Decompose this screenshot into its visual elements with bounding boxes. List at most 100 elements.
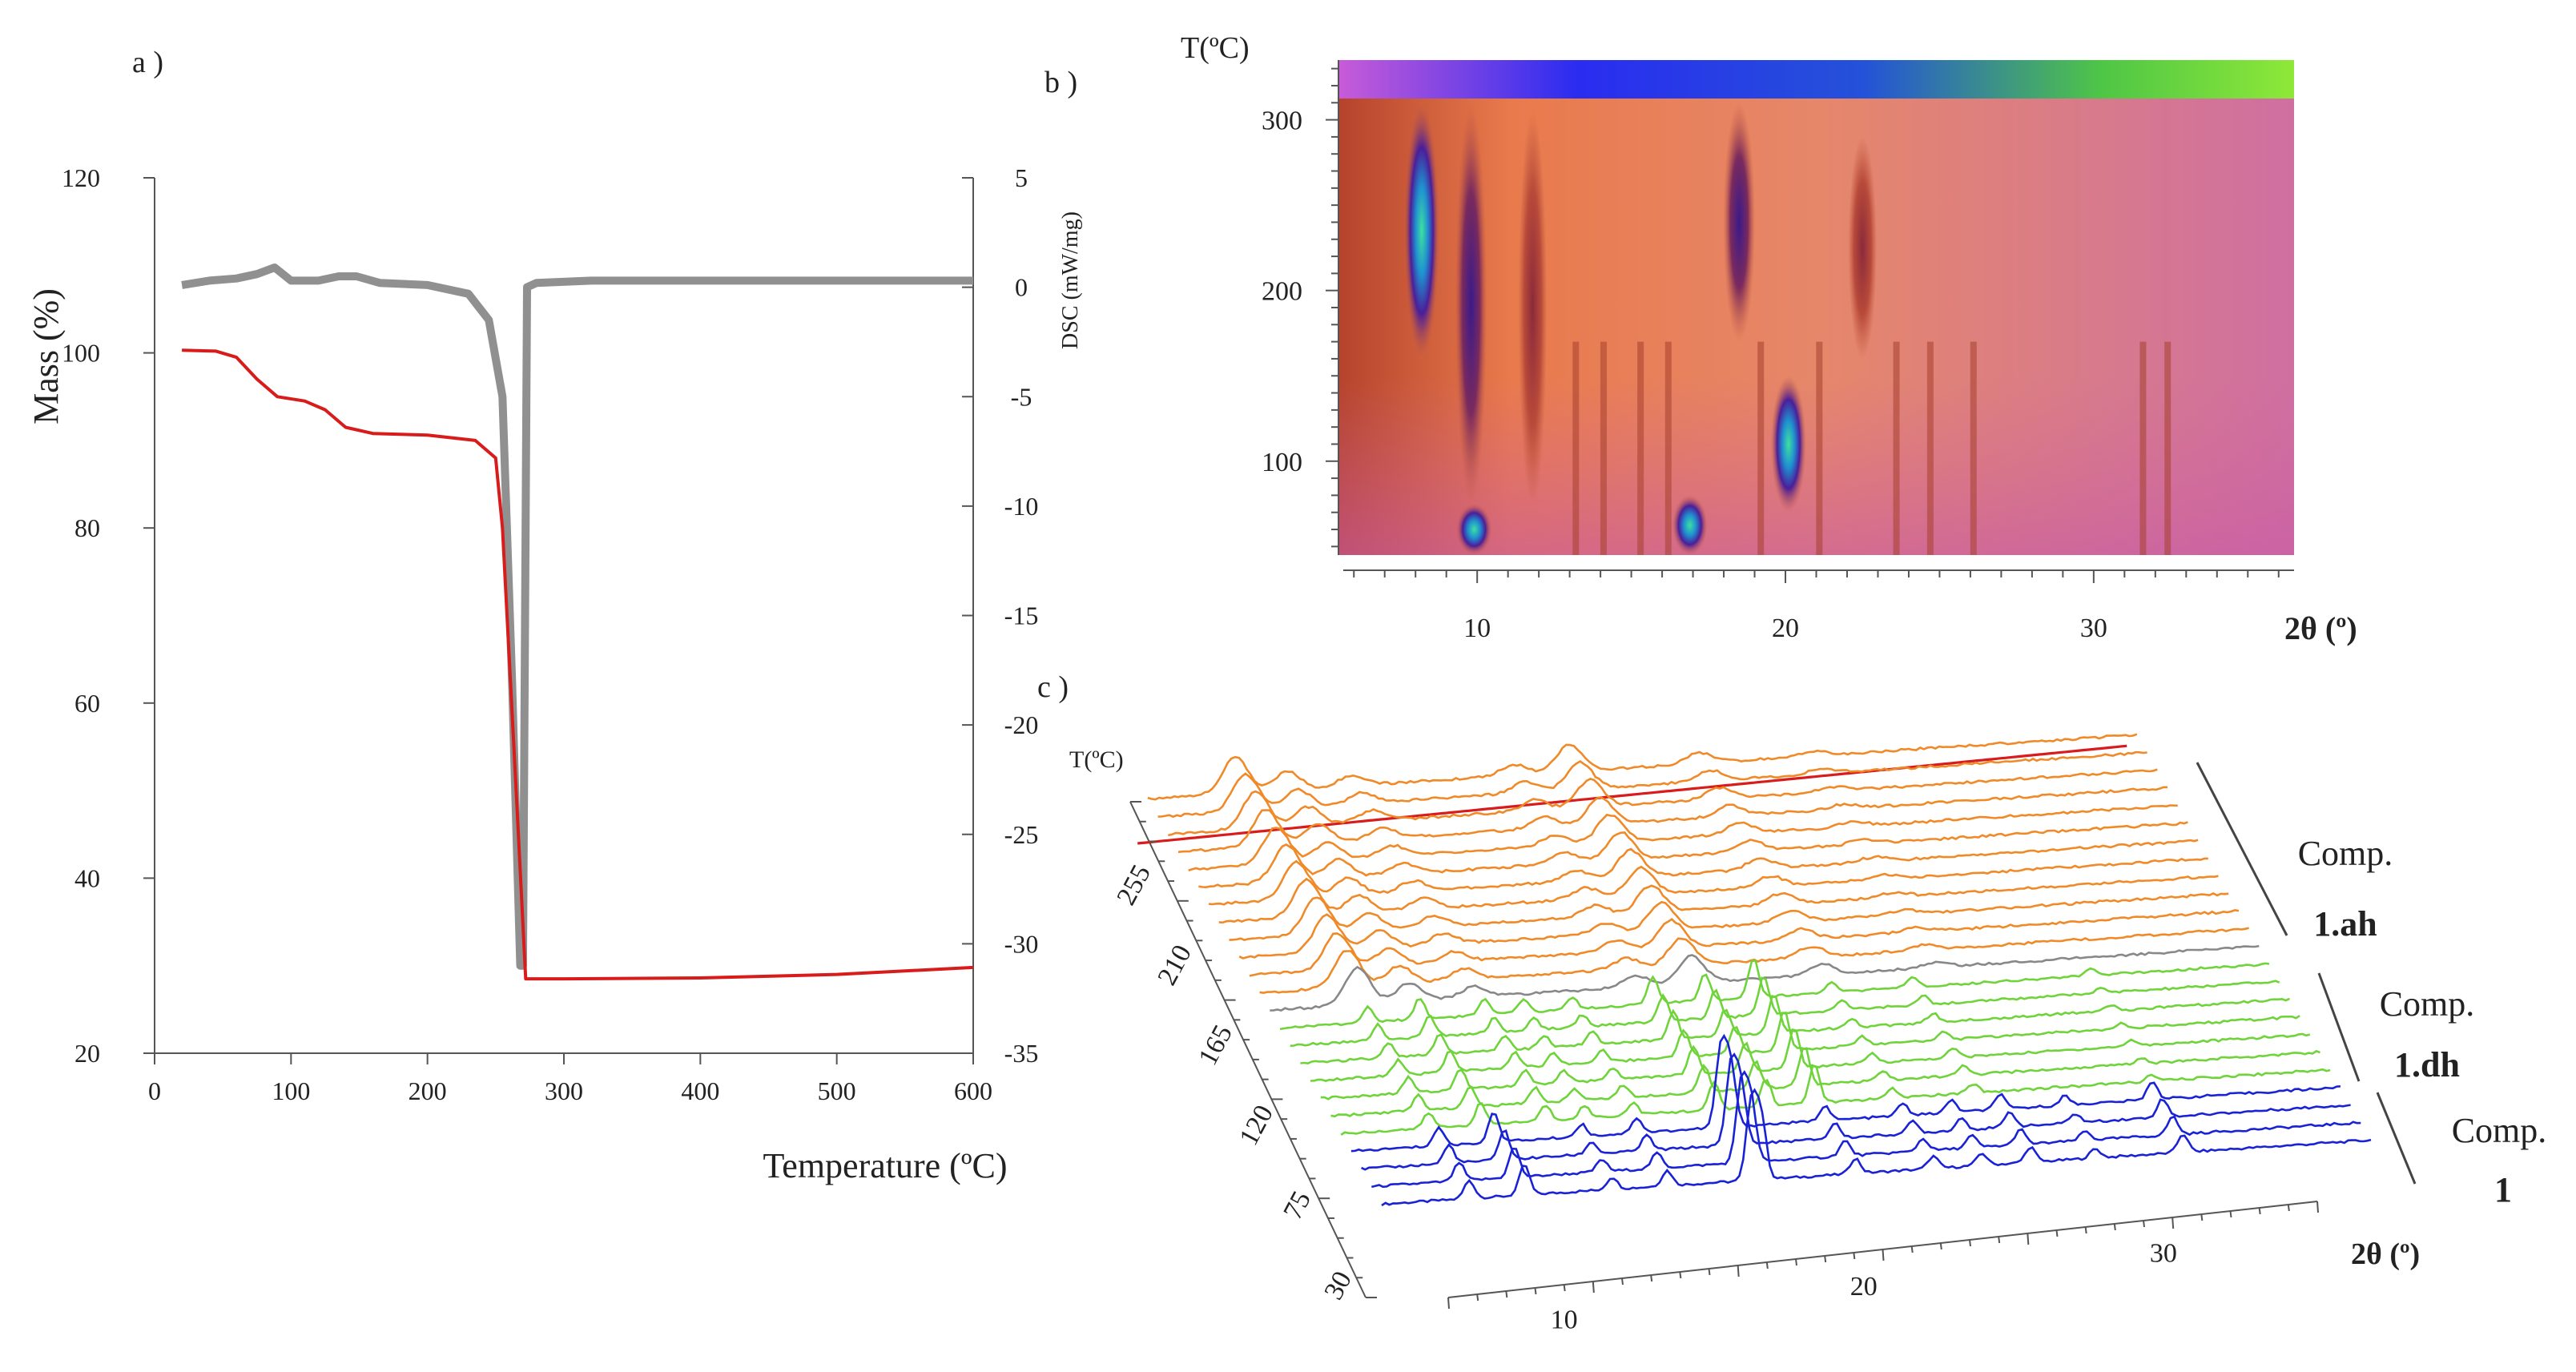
heatmap-band — [1518, 111, 1548, 505]
diffraction-pattern — [1371, 1069, 2361, 1189]
diffraction-pattern — [1340, 1064, 2331, 1136]
diffraction-pattern — [1177, 786, 2168, 854]
waterfall-y-tick-label: 255 — [1111, 860, 1157, 910]
diffraction-pattern — [1208, 839, 2199, 906]
bracket-comp-1ah — [2196, 762, 2288, 936]
waterfall-x-minor-tick — [1910, 1245, 1914, 1253]
waterfall-x-tick-label: 20 — [1850, 1272, 1878, 1302]
y-tick-label: 40 — [74, 863, 100, 892]
heatmap-band — [1723, 103, 1756, 342]
waterfall-x-minor-tick — [1621, 1277, 1624, 1285]
heatmap-streak — [1757, 341, 1765, 555]
y-tick-label: 20 — [74, 1039, 100, 1068]
panel-label-c: c ) — [1037, 670, 1069, 704]
x-tick-label: 100 — [272, 1076, 310, 1105]
waterfall-x-minor-tick — [1447, 1297, 1450, 1310]
waterfall-x-minor-tick — [2287, 1204, 2290, 1212]
y2-tick-label: 5 — [1015, 163, 1028, 192]
dsc-curve — [181, 264, 973, 970]
phase-label-1-line1: Comp. — [2452, 1111, 2547, 1150]
waterfall-x-tick-label: 30 — [2150, 1239, 2177, 1269]
diffraction-pattern — [1157, 750, 2147, 819]
waterfall-x-minor-tick — [1765, 1261, 1769, 1269]
panel-label-b: b ) — [1044, 66, 1077, 99]
heatmap-y-label: T(ºC) — [1181, 31, 1250, 65]
heatmap-x-tick-label: 30 — [2080, 614, 2107, 643]
waterfall-x-minor-tick — [1505, 1290, 1508, 1298]
diffraction-pattern — [1188, 804, 2178, 871]
tga-dsc-chart: 0 100 200 300 400 500 600 120 100 80 60 40 20 5 0 -5 -10… — [26, 163, 1083, 1185]
y2-tick-label: -20 — [1004, 710, 1039, 739]
diffraction-pattern-melt — [1137, 744, 2127, 845]
phase-label-1ah-line1: Comp. — [2298, 834, 2393, 873]
waterfall-x-minor-tick — [2027, 1233, 2030, 1245]
bracket-comp-1dh — [2317, 972, 2361, 1082]
x-tick-label: 0 — [148, 1076, 161, 1105]
diffraction-pattern — [1229, 875, 2219, 941]
heatmap-band — [1848, 136, 1878, 359]
waterfall-x-minor-tick — [2171, 1217, 2175, 1229]
y2-tick-label: -35 — [1004, 1039, 1039, 1068]
phase-label-1dh-line2: 1.dh — [2394, 1045, 2460, 1084]
diffraction-pattern — [1330, 1047, 2320, 1118]
x-tick-label: 400 — [681, 1076, 719, 1105]
diffraction-pattern — [1218, 857, 2208, 924]
diffraction-pattern — [1381, 1088, 2372, 1207]
waterfall-y-tick-label: 30 — [1318, 1266, 1358, 1304]
thermodiffractogram-heatmap: 10 20 30 300 200 100 T(ºC) 2θ (º) — [1181, 31, 2357, 646]
waterfall-x-minor-tick — [2229, 1210, 2232, 1218]
y2-tick-label: -5 — [1011, 382, 1032, 411]
y-tick-label: 80 — [74, 513, 100, 542]
heatmap-streak — [1970, 341, 1977, 555]
y2-tick-label: -10 — [1004, 492, 1039, 521]
waterfall-x-minor-tick — [2055, 1229, 2059, 1237]
waterfall-x-label: 2θ (º) — [2351, 1237, 2420, 1271]
y2-tick-label: -15 — [1004, 602, 1039, 630]
diffraction-pattern — [1350, 1033, 2341, 1153]
mass-axis-label: Mass (%) — [26, 288, 66, 424]
y2-tick-label: 0 — [1015, 273, 1028, 302]
diffraction-pattern — [1198, 821, 2188, 889]
bracket-comp-1 — [2376, 1092, 2417, 1185]
y-tick-label: 60 — [74, 689, 100, 718]
panel-label-a: a ) — [132, 46, 163, 79]
diffraction-pattern — [1270, 944, 2260, 1012]
heatmap-streak — [1664, 341, 1672, 555]
waterfall-x-minor-tick — [2316, 1201, 2319, 1213]
waterfall-x-minor-tick — [1650, 1274, 1653, 1282]
heatmap-streak — [1926, 341, 1934, 555]
heatmap-melt-region — [1338, 60, 2294, 99]
waterfall-x-minor-tick — [2143, 1220, 2145, 1228]
waterfall-x-minor-tick — [1563, 1284, 1566, 1292]
y2-tick-label: -30 — [1004, 929, 1039, 958]
waterfall-y-tick-label: 120 — [1234, 1100, 1279, 1150]
waterfall-x-minor-tick — [1795, 1258, 1797, 1266]
heatmap-streak — [1600, 341, 1607, 555]
x-tick-label: 600 — [954, 1076, 992, 1105]
waterfall-x-minor-tick — [1882, 1249, 1885, 1261]
heatmap-x-tick-label: 10 — [1463, 614, 1491, 643]
waterfall-y-label: T(ºC) — [1069, 746, 1124, 773]
waterfall-x-minor-tick — [1998, 1236, 2001, 1244]
waterfall-x-minor-tick — [1939, 1242, 1942, 1250]
heatmap-y-tick-label: 200 — [1262, 277, 1302, 307]
phase-label-1dh-line1: Comp. — [2380, 984, 2475, 1024]
waterfall-x-tick-label: 10 — [1551, 1305, 1578, 1334]
x-tick-label: 300 — [545, 1076, 583, 1105]
heatmap-band — [1456, 504, 1492, 555]
diffraction-pattern — [1259, 927, 2249, 995]
waterfall-x-minor-tick — [2200, 1213, 2204, 1221]
diffraction-pattern — [1361, 1052, 2351, 1171]
phase-label-1ah-line2: 1.ah — [2313, 904, 2377, 944]
x-tick-label: 200 — [409, 1076, 447, 1105]
heatmap-streak — [1893, 341, 1900, 555]
dsc-axis-label: DSC (mW/mg) — [1058, 211, 1083, 349]
heatmap-band — [1455, 103, 1487, 505]
waterfall-y-tick-label: 75 — [1278, 1186, 1317, 1224]
heatmap-x-label: 2θ (º) — [2284, 610, 2357, 646]
heatmap-band — [1770, 376, 1806, 513]
waterfall-x-minor-tick — [1476, 1294, 1479, 1302]
heatmap-streak — [2164, 341, 2171, 555]
